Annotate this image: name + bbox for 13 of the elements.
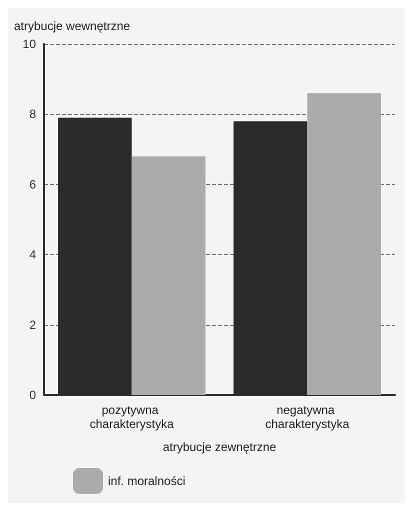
y-tick-label: 6 xyxy=(29,177,36,192)
x-tick-label: negatywna charakterystyka xyxy=(265,403,350,431)
x-axis-title: atrybucje zewnętrzne xyxy=(162,440,277,454)
y-tick-label: 10 xyxy=(22,37,36,51)
y-tick-label: 4 xyxy=(29,248,36,262)
y-tick-label: 0 xyxy=(29,388,36,402)
x-tick-label: pozytywna charakterystyka xyxy=(90,403,174,431)
y-axis-title: atrybucje wewnętrzne xyxy=(14,19,130,33)
bar xyxy=(307,93,381,395)
y-tick-label: 2 xyxy=(29,318,36,332)
bar xyxy=(132,156,206,395)
y-tick-label: 8 xyxy=(29,107,36,122)
legend-label: inf. moralności xyxy=(108,474,186,488)
